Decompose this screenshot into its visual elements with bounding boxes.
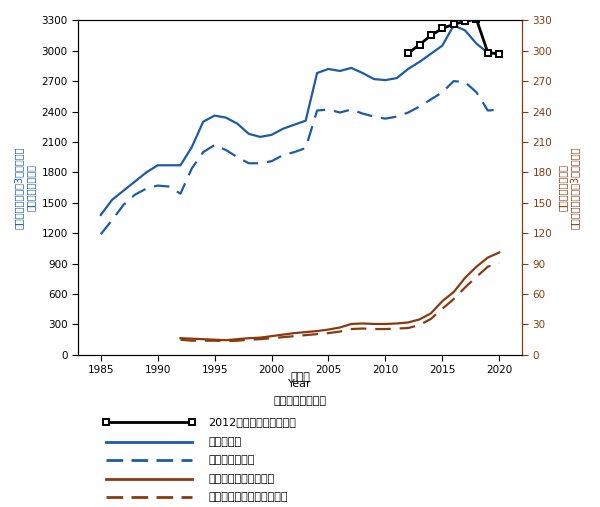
Text: 2012年以降の生息域全域: 2012年以降の生息域全域 (208, 417, 296, 427)
Y-axis label: ラッコの個体数（3年平均値）
本土／生息域全域: ラッコの個体数（3年平均値） 本土／生息域全域 (14, 147, 36, 229)
Text: 本土個体群: 本土個体群 (208, 437, 241, 447)
X-axis label: Year: Year (288, 379, 312, 389)
Text: サンニコラス島個体群: サンニコラス島個体群 (208, 474, 274, 484)
Text: サンニコラス島独立個体群: サンニコラス島独立個体群 (208, 492, 288, 502)
Y-axis label: サンニコラス島の
ラッコの個体数（3年平均値）: サンニコラス島の ラッコの個体数（3年平均値） (558, 147, 580, 229)
Text: 凡　例: 凡 例 (290, 372, 310, 382)
Text: 本土独立個体群: 本土独立個体群 (208, 455, 254, 465)
Text: 個体群メトリック: 個体群メトリック (274, 396, 326, 406)
